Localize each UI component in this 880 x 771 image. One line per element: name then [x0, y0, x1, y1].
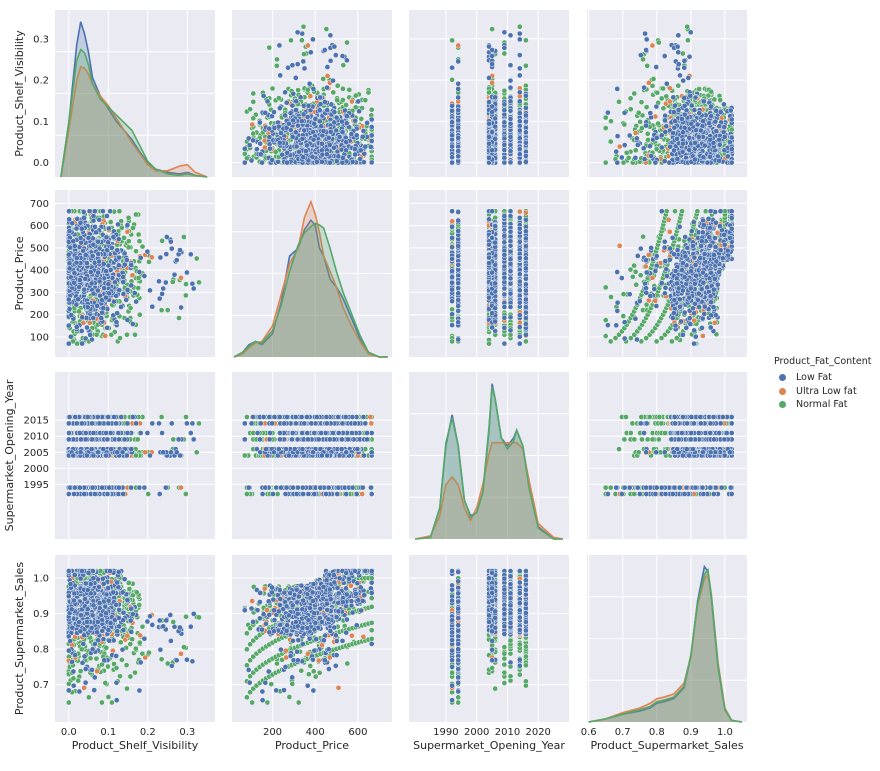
- point-normal-fat: [196, 615, 201, 620]
- point-normal-fat: [359, 116, 364, 121]
- point-normal-fat: [176, 315, 181, 320]
- point-normal-fat: [250, 700, 255, 705]
- point-normal-fat: [287, 694, 292, 699]
- point-normal-fat: [171, 619, 176, 624]
- point-normal-fat: [196, 421, 201, 426]
- point-normal-fat: [621, 292, 626, 297]
- point-normal-fat: [634, 282, 639, 287]
- point-normal-fat: [523, 63, 528, 68]
- point-normal-fat: [196, 280, 201, 285]
- point-normal-fat: [450, 38, 455, 43]
- point-normal-fat: [502, 51, 507, 56]
- point-normal-fat: [641, 234, 646, 239]
- point-normal-fat: [603, 160, 608, 165]
- point-normal-fat: [140, 624, 145, 629]
- point-normal-fat: [324, 27, 329, 32]
- point-normal-fat: [160, 238, 165, 243]
- point-normal-fat: [109, 700, 114, 705]
- point-normal-fat: [146, 491, 151, 496]
- point-normal-fat: [603, 126, 608, 131]
- point-normal-fat: [345, 661, 350, 666]
- point-normal-fat: [608, 119, 613, 124]
- point-normal-fat: [301, 24, 306, 29]
- point-normal-fat: [335, 83, 340, 88]
- point-normal-fat: [140, 244, 145, 249]
- point-normal-fat: [66, 700, 71, 705]
- point-normal-fat: [106, 694, 111, 699]
- point-normal-fat: [170, 279, 175, 284]
- point-normal-fat: [159, 308, 164, 313]
- point-normal-fat: [603, 485, 608, 490]
- point-normal-fat: [301, 52, 306, 57]
- point-normal-fat: [265, 700, 270, 705]
- point-normal-fat: [296, 700, 301, 705]
- point-normal-fat: [66, 681, 71, 686]
- point-normal-fat: [603, 333, 608, 338]
- point-normal-fat: [341, 63, 346, 68]
- point-normal-fat: [651, 76, 656, 81]
- point-normal-fat: [621, 160, 626, 165]
- point-normal-fat: [288, 38, 293, 43]
- point-normal-fat: [638, 273, 643, 278]
- point-normal-fat: [335, 98, 340, 103]
- point-normal-fat: [644, 105, 649, 110]
- point-normal-fat: [108, 219, 113, 224]
- point-normal-fat: [676, 83, 681, 88]
- point-normal-fat: [603, 285, 608, 290]
- point-normal-fat: [603, 318, 608, 323]
- point-normal-fat: [456, 700, 461, 705]
- point-normal-fat: [194, 256, 199, 261]
- point-normal-fat: [645, 63, 650, 68]
- point-normal-fat: [183, 293, 188, 298]
- point-normal-fat: [269, 682, 274, 687]
- point-normal-fat: [146, 650, 151, 655]
- point-normal-fat: [126, 245, 131, 250]
- point-normal-fat: [517, 24, 522, 29]
- point-normal-fat: [274, 57, 279, 62]
- point-normal-fat: [267, 45, 272, 50]
- point-normal-fat: [308, 663, 313, 668]
- point-normal-fat: [450, 307, 455, 312]
- point-normal-fat: [603, 115, 608, 120]
- point-normal-fat: [274, 63, 279, 68]
- point-normal-fat: [450, 77, 455, 82]
- point-normal-fat: [369, 628, 374, 633]
- point-normal-fat: [685, 24, 690, 29]
- point-normal-fat: [490, 27, 495, 32]
- point-normal-fat: [633, 269, 638, 274]
- point-normal-fat: [311, 669, 316, 674]
- point-normal-fat: [299, 668, 304, 673]
- point-normal-fat: [165, 308, 170, 313]
- point-normal-fat: [486, 341, 491, 346]
- point-normal-fat: [313, 674, 318, 679]
- point-normal-fat: [621, 314, 626, 319]
- point-normal-fat: [183, 491, 188, 496]
- point-normal-fat: [99, 700, 104, 705]
- point-normal-fat: [171, 437, 176, 442]
- point-normal-fat: [119, 657, 124, 662]
- point-normal-fat: [159, 414, 164, 419]
- point-normal-fat: [159, 657, 164, 662]
- point-normal-fat: [672, 209, 677, 214]
- point-normal-fat: [290, 681, 295, 686]
- point-normal-fat: [242, 453, 247, 458]
- point-normal-fat: [608, 294, 613, 299]
- point-normal-fat: [146, 259, 151, 264]
- point-normal-fat: [194, 450, 199, 455]
